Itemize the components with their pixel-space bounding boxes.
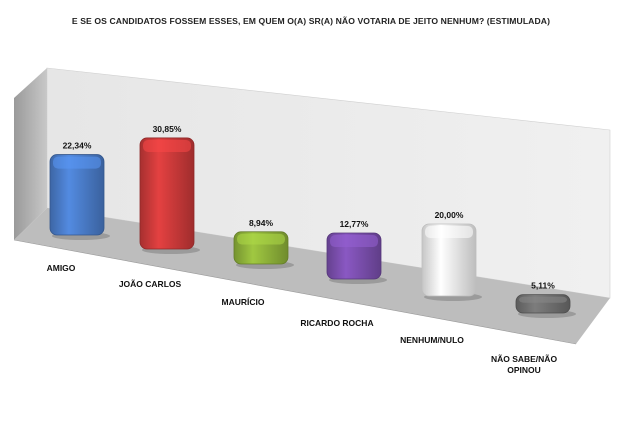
bar-4 <box>326 232 387 284</box>
category-label-4: RICARDO ROCHA <box>300 318 373 328</box>
bar-top <box>53 156 101 169</box>
bar-5 <box>421 223 482 301</box>
category-label-1: AMIGO <box>47 263 76 273</box>
category-label-6: NÃO SABE/NÃO OPINOU <box>491 354 558 375</box>
category-label-5: NENHUM/NULO <box>400 335 464 345</box>
bar-top <box>237 233 285 245</box>
bar-top <box>330 235 378 248</box>
bar-body <box>49 154 105 236</box>
chart-title: E SE OS CANDIDATOS FOSSEM ESSES, EM QUEM… <box>71 16 551 26</box>
value-label-5: 20,00% <box>435 210 464 220</box>
category-label-2: JOÃO CARLOS <box>119 279 182 289</box>
category-labels-group: AMIGO JOÃO CARLOS MAURÍCIO RICARDO ROCHA NEN… <box>47 263 558 375</box>
value-labels-group: 22,34% 30,85% 8,94% 12,77% 20,00% 5,11% <box>63 124 556 291</box>
value-label-2: 30,85% <box>153 124 182 134</box>
bar-top <box>519 296 567 303</box>
bar-3 <box>233 231 294 269</box>
bar-body <box>421 223 477 297</box>
bar-2 <box>139 137 200 254</box>
baseline <box>13 239 577 345</box>
side-wall <box>14 68 47 240</box>
bars-group <box>49 137 576 318</box>
bar-body <box>139 137 195 250</box>
value-label-4: 12,77% <box>340 219 369 229</box>
bar-top <box>143 139 191 152</box>
value-label-1: 22,34% <box>63 141 92 151</box>
category-label-3: MAURÍCIO <box>222 297 265 307</box>
bar-1 <box>49 154 110 240</box>
bar-top <box>425 226 473 238</box>
value-label-6: 5,11% <box>531 281 555 291</box>
bar-6 <box>515 294 576 318</box>
value-label-3: 8,94% <box>249 218 274 228</box>
